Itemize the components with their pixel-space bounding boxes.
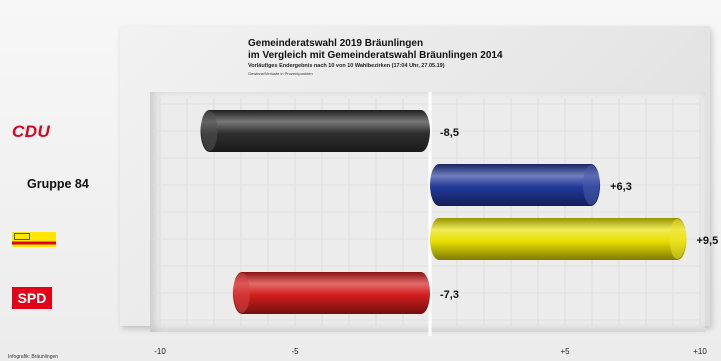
chart-subtitle: im Vergleich mit Gemeinderatswahl Bräunl… [248,50,503,61]
party-label-spd: SPD [12,287,52,309]
bar-value-label: +6,3 [610,181,632,193]
bar-value-label: -8,5 [440,127,459,139]
chart-header: Gemeinderatswahl 2019 Bräunlingen im Ver… [248,38,668,77]
freie-waehler-logo [12,232,56,247]
bar-value-label: -7,3 [440,289,459,301]
party-label-gruppe84: Gruppe 84 [27,177,89,191]
bar-2 [430,164,601,206]
x-tick-label: +5 [560,347,570,356]
x-tick-label: -10 [154,347,166,356]
x-tick-label: +10 [693,347,707,356]
bar-4 [232,272,430,314]
bar-cap-3 [669,219,686,259]
bar-1 [200,110,430,152]
bar-cap-2 [583,165,600,205]
chart-note: Vorläufiges Endergebnis nach 10 von 10 W… [248,63,445,69]
party-label-cdu: CDU [12,122,51,141]
chart-unit-note: Gewinne/Verluste in Prozentpunkten [248,71,313,76]
bar-3 [430,218,687,260]
bar-cap-4 [233,273,250,313]
footnote: Infografik: Bräunlingen [8,354,59,360]
chart-title: Gemeinderatswahl 2019 Bräunlingen [248,38,424,49]
bar-value-label: +9,5 [697,235,719,247]
bar-cap-1 [201,111,218,151]
x-tick-label: -5 [291,347,299,356]
